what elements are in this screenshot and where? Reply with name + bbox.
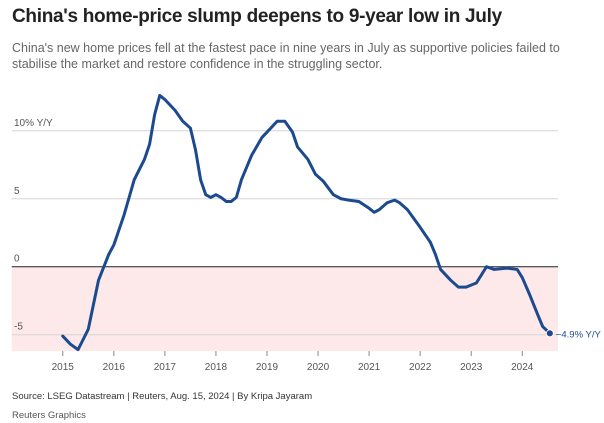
- y-tick-label: 10% Y/Y: [14, 118, 53, 129]
- x-tick-label: 2019: [256, 362, 279, 373]
- x-tick-label: 2015: [52, 362, 75, 373]
- x-tick-label: 2018: [205, 362, 228, 373]
- chart-title: China's home-price slump deepens to 9-ye…: [12, 6, 502, 27]
- credit: Reuters Graphics: [12, 410, 86, 421]
- source: Source: LSEG Datastream | Reuters, Aug. …: [12, 391, 313, 402]
- negative-shade: [11, 266, 558, 351]
- x-tick-label: 2024: [511, 362, 534, 373]
- x-tick-label: 2020: [307, 362, 330, 373]
- x-tick-label: 2017: [154, 362, 177, 373]
- series-line: [61, 93, 552, 352]
- y-tick-label: 5: [14, 186, 20, 197]
- x-tick-label: 2021: [358, 362, 381, 373]
- y-tick-label: -5: [14, 322, 23, 333]
- x-tick-label: 2022: [409, 362, 432, 373]
- x-tick-label: 2023: [460, 362, 483, 373]
- chart-subtitle: China's new home prices fell at the fast…: [12, 41, 560, 71]
- y-tick-label: 0: [14, 254, 20, 265]
- end-label: −4.9% Y/Y: [556, 329, 602, 340]
- x-tick-label: 2016: [103, 362, 126, 373]
- end-dot: [545, 329, 554, 338]
